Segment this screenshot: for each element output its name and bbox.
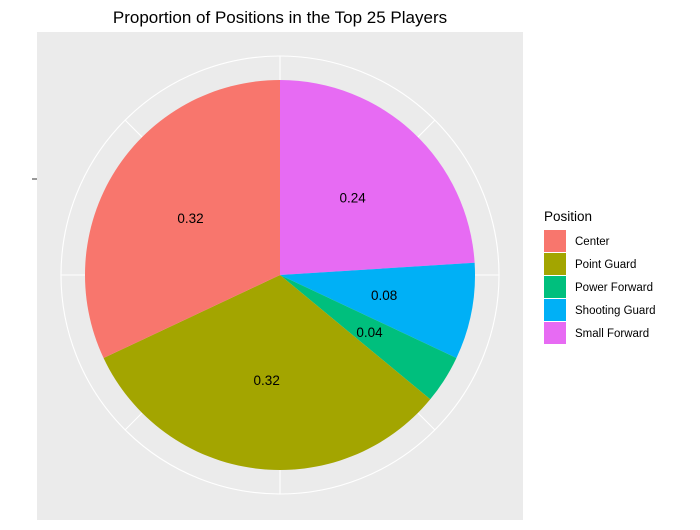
slice-center <box>84 80 280 359</box>
slice-label-shooting-guard: 0.08 <box>371 288 397 303</box>
chart-title: Proportion of Positions in the Top 25 Pl… <box>113 8 447 27</box>
legend-label-power-forward: Power Forward <box>575 282 653 294</box>
legend-label-shooting-guard: Shooting Guard <box>575 305 656 317</box>
slice-small-forward <box>280 79 475 275</box>
legend-key-power-forward <box>544 276 566 298</box>
legend-key-point-guard <box>544 253 566 275</box>
legend-label-center: Center <box>575 236 610 248</box>
legend-key-small-forward <box>544 322 566 344</box>
legend-key-center <box>544 230 566 252</box>
slice-label-small-forward: 0.24 <box>339 191 366 206</box>
slice-label-center: 0.32 <box>177 211 203 226</box>
legend: Position Center Point Guard Power Forward S… <box>544 209 656 344</box>
legend-label-small-forward: Small Forward <box>575 328 649 340</box>
slice-shooting-guard <box>280 262 476 359</box>
legend-key-shooting-guard <box>544 299 566 321</box>
slice-power-forward <box>280 275 457 400</box>
slice-labels: 0.24 0.08 0.04 0.32 0.32 <box>177 191 397 389</box>
legend-title: Position <box>544 209 592 224</box>
pie-slices <box>84 79 476 471</box>
slice-point-guard <box>103 275 431 471</box>
slice-label-point-guard: 0.32 <box>254 373 280 388</box>
legend-label-point-guard: Point Guard <box>575 259 636 271</box>
slice-label-power-forward: 0.04 <box>356 325 383 340</box>
